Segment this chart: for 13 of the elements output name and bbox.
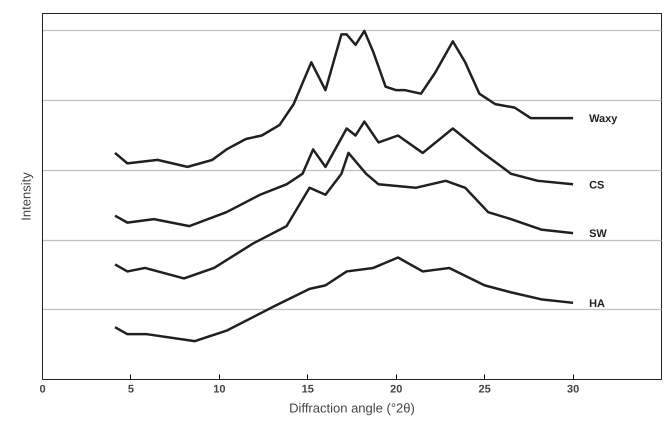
series-label: SW [589,228,608,240]
x-tick-label: 20 [390,384,402,396]
x-tick-label: 0 [39,384,46,396]
x-tick-label: 15 [302,384,314,396]
series-label: CS [589,179,604,192]
series-label: HA [589,298,606,310]
x-axis-title: Diffraction angle (°2θ) [289,400,415,416]
x-tick-label: 10 [213,384,226,396]
x-tick-label: 25 [478,384,491,396]
y-axis-title: Intensity [18,172,34,221]
x-tick-label: 30 [566,384,580,396]
x-tick-label: 5 [128,384,134,396]
series-label: Waxy [589,113,618,126]
